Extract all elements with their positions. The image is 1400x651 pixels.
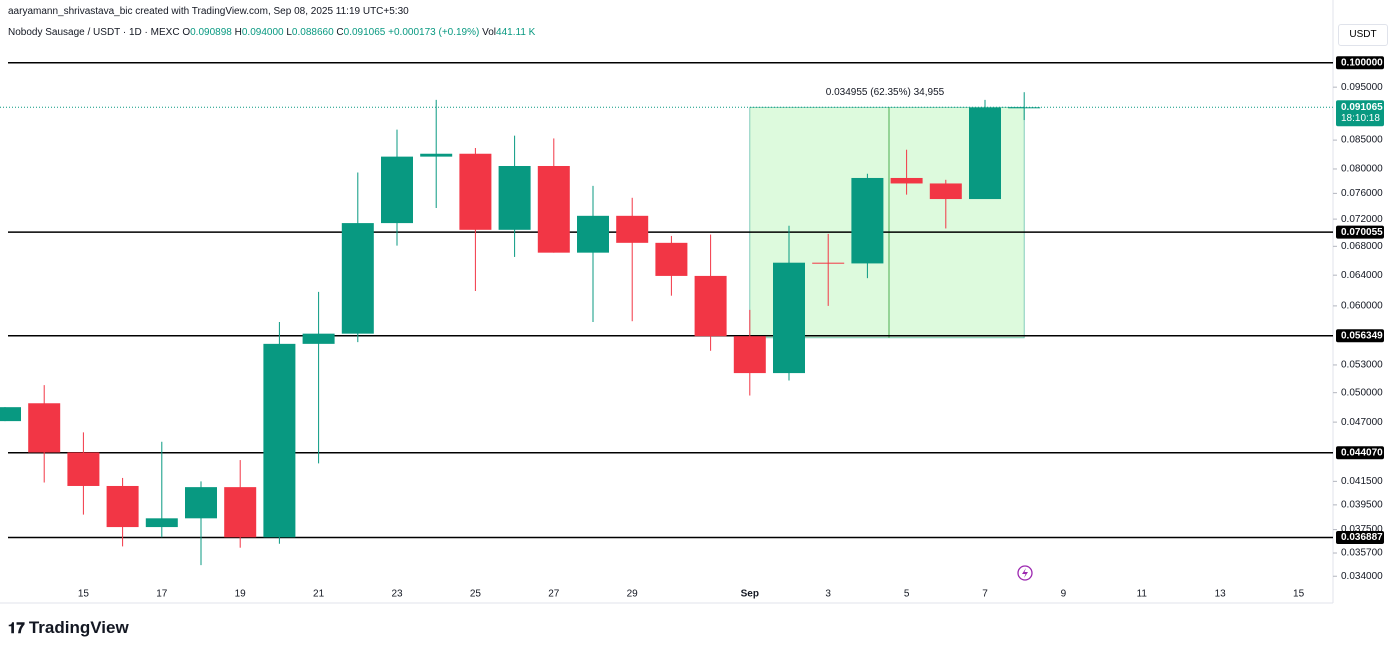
x-tick-label: 27 bbox=[548, 589, 560, 600]
ohlc-value: 0.090898 bbox=[190, 27, 232, 38]
candle-body bbox=[145, 518, 178, 528]
x-tick-label: 15 bbox=[78, 589, 90, 600]
x-tick-label: 21 bbox=[313, 589, 325, 600]
candle-body bbox=[302, 333, 335, 344]
candle-body bbox=[577, 215, 609, 253]
x-tick-label: 29 bbox=[627, 589, 639, 600]
last-price-tag bbox=[1336, 100, 1384, 127]
level-label: 0.036887 bbox=[1341, 532, 1383, 543]
logo-text: TradingView bbox=[28, 618, 129, 637]
candle-body bbox=[341, 223, 374, 334]
y-tick-label: 0.060000 bbox=[1341, 301, 1383, 312]
y-tick-label: 0.072000 bbox=[1341, 214, 1383, 225]
ohlc-value: 0.088660 bbox=[291, 27, 334, 38]
candle-body bbox=[733, 336, 766, 374]
currency-button[interactable]: USDT bbox=[1338, 24, 1388, 46]
candle-body bbox=[185, 487, 217, 519]
ohlc-label: Vol bbox=[482, 27, 497, 38]
candle-body bbox=[459, 153, 492, 230]
y-tick-label: 0.080000 bbox=[1341, 164, 1383, 175]
event-icon-bolt bbox=[1022, 568, 1028, 578]
level-tag bbox=[1336, 56, 1384, 70]
x-tick-label: 23 bbox=[391, 589, 403, 600]
candle-body bbox=[263, 343, 296, 538]
candle-body bbox=[224, 487, 257, 538]
ohlc-label: O bbox=[182, 27, 191, 38]
x-tick-label: 9 bbox=[1061, 589, 1067, 600]
last-price-label: 0.091065 bbox=[1341, 102, 1383, 113]
y-tick-label: 0.068000 bbox=[1341, 241, 1383, 252]
y-tick-label: 0.085000 bbox=[1341, 135, 1383, 146]
candle-body bbox=[0, 407, 21, 422]
y-tick-label: 0.076000 bbox=[1341, 188, 1383, 199]
candle-body bbox=[890, 177, 923, 184]
y-tick-label: 0.047000 bbox=[1341, 417, 1383, 428]
symbol-legend: Nobody Sausage / USDT · 1D · MEXC O0.090… bbox=[8, 27, 535, 38]
x-tick-label: 7 bbox=[982, 589, 988, 600]
y-tick-label: 0.041500 bbox=[1341, 476, 1383, 487]
x-tick-label: 13 bbox=[1215, 589, 1227, 600]
y-tick-label: 0.039500 bbox=[1341, 500, 1383, 511]
measure-label: 0.034955 (62.35%) 34,955 bbox=[826, 87, 945, 98]
candle-body bbox=[969, 107, 1001, 200]
ohlc-value: 0.091065 bbox=[343, 27, 386, 38]
candle-body bbox=[106, 485, 139, 528]
candle-body bbox=[498, 165, 531, 230]
candle-body bbox=[1008, 107, 1041, 109]
x-tick-label: 3 bbox=[825, 589, 831, 600]
y-tick-label: 0.034000 bbox=[1341, 571, 1383, 582]
level-label: 0.070055 bbox=[1341, 227, 1383, 238]
candle-body bbox=[67, 452, 100, 486]
candle-body bbox=[616, 215, 649, 243]
ohlc-label: C bbox=[336, 27, 344, 38]
x-tick-label: 17 bbox=[156, 589, 168, 600]
candle-body bbox=[812, 262, 845, 264]
ohlc-value: 441.11 K bbox=[496, 27, 536, 38]
symbol-title: Nobody Sausage / USDT · 1D · MEXC bbox=[8, 27, 180, 38]
level-label: 0.044070 bbox=[1341, 447, 1383, 458]
y-tick-label: 0.064000 bbox=[1341, 270, 1383, 281]
y-tick-label: 0.035700 bbox=[1341, 548, 1383, 559]
candle-body bbox=[28, 403, 61, 453]
level-tag bbox=[1336, 530, 1384, 544]
candle-body bbox=[537, 165, 570, 253]
level-tag bbox=[1336, 329, 1384, 343]
level-label: 0.100000 bbox=[1341, 57, 1383, 68]
event-icon[interactable] bbox=[1017, 565, 1033, 581]
countdown: 18:10:18 bbox=[1341, 113, 1380, 124]
credit: aaryamann_shrivastava_bic created with T… bbox=[8, 6, 409, 17]
y-tick-label: 0.053000 bbox=[1341, 360, 1383, 371]
chart: 0.095000 0.085000 0.080000 0.076000 0.072000… bbox=[0, 0, 1384, 604]
y-tick-label: 0.095000 bbox=[1341, 82, 1383, 93]
x-tick-label: Sep bbox=[741, 589, 759, 600]
ohlc-values: O0.090898 H0.094000 L0.088660 C0.091065 … bbox=[182, 27, 535, 38]
candle-body bbox=[851, 177, 884, 264]
logo: 𝟏𝟕 TradingView bbox=[8, 618, 129, 638]
candle-body bbox=[655, 242, 688, 276]
ohlc-value: +0.000173 (+0.19%) bbox=[388, 27, 480, 38]
x-tick-label: 25 bbox=[470, 589, 482, 600]
y-tick-label: 0.037500 bbox=[1341, 524, 1383, 535]
level-tag bbox=[1336, 225, 1384, 239]
ohlc-value: 0.094000 bbox=[241, 27, 284, 38]
y-tick-label: 0.050000 bbox=[1341, 387, 1383, 398]
candle-body bbox=[773, 262, 805, 374]
level-tag bbox=[1336, 446, 1384, 460]
candle-body bbox=[420, 153, 453, 157]
level-label: 0.056349 bbox=[1341, 330, 1383, 341]
candle-body bbox=[381, 156, 413, 224]
x-tick-label: 19 bbox=[235, 589, 247, 600]
candle-body bbox=[929, 183, 962, 200]
x-tick-label: 15 bbox=[1293, 589, 1305, 600]
candle-body bbox=[694, 275, 727, 337]
ohlc-label: L bbox=[286, 27, 292, 38]
x-tick-label: 5 bbox=[904, 589, 910, 600]
x-tick-label: 11 bbox=[1137, 589, 1148, 600]
ohlc-label: H bbox=[234, 27, 242, 38]
logo-mark: 𝟏𝟕 bbox=[8, 620, 29, 637]
